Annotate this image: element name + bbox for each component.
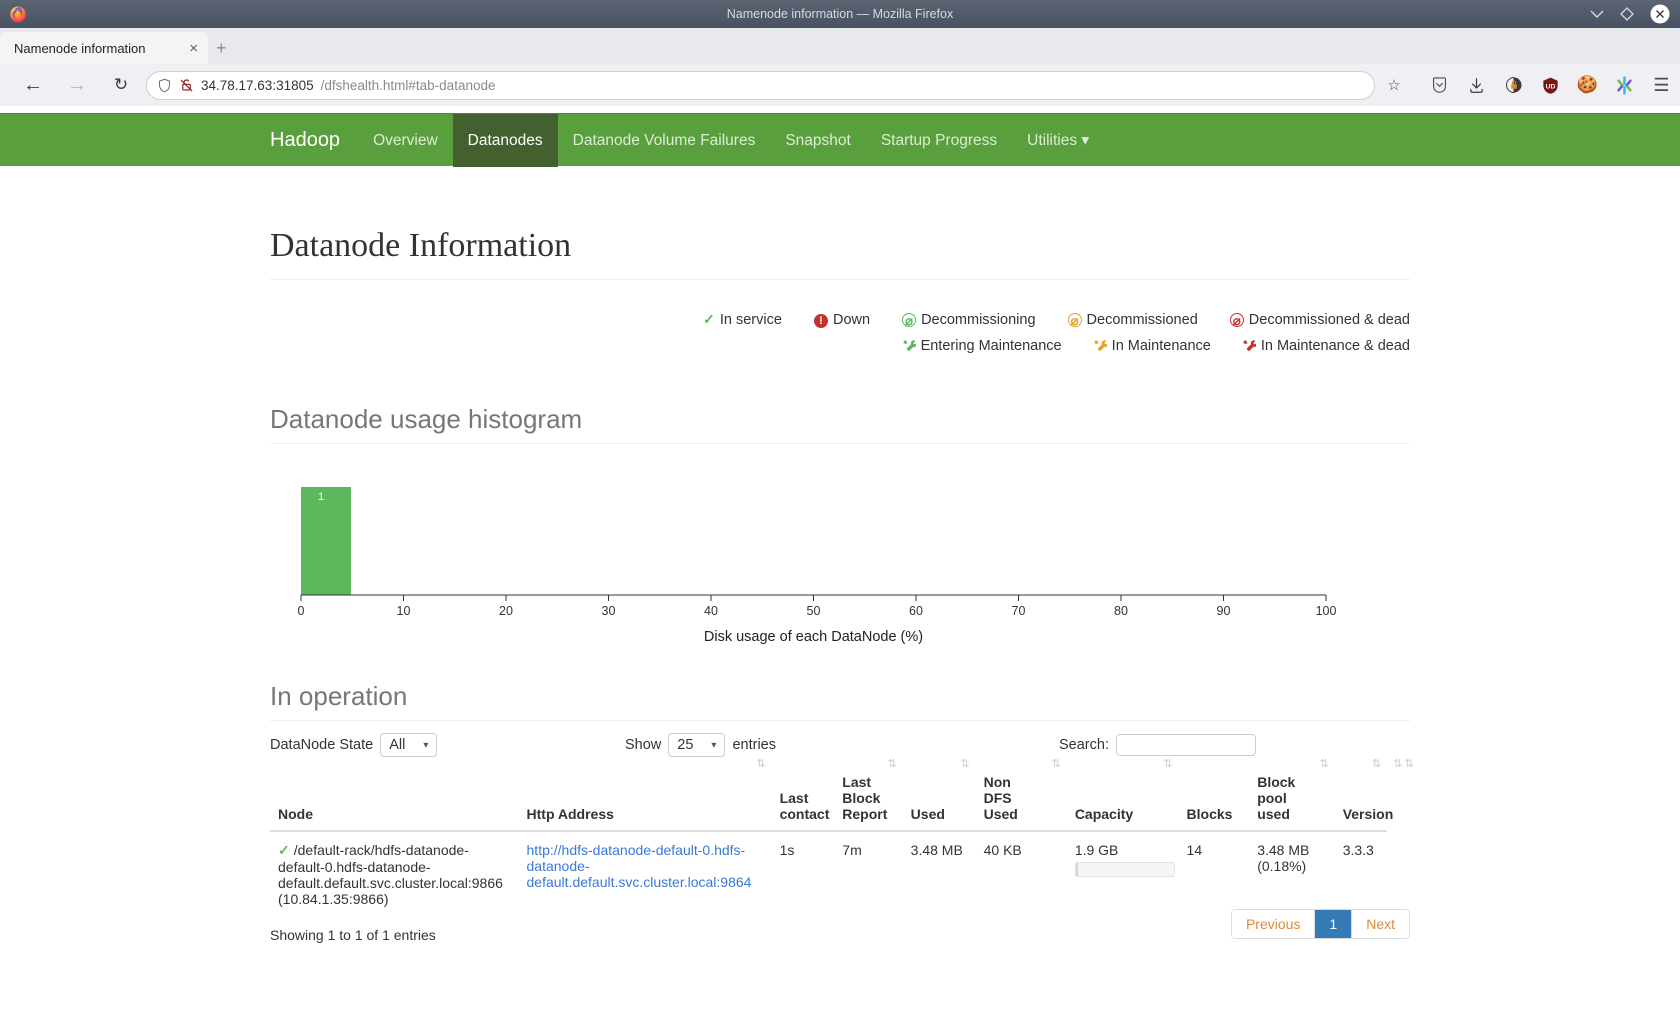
svg-text:60: 60: [909, 604, 923, 618]
svg-text:40: 40: [704, 604, 718, 618]
svg-text:30: 30: [602, 604, 616, 618]
svg-text:10: 10: [397, 604, 411, 618]
svg-text:70: 70: [1012, 604, 1026, 618]
svg-text:100: 100: [1316, 604, 1337, 618]
svg-text:0: 0: [298, 604, 305, 618]
svg-text:50: 50: [807, 604, 821, 618]
svg-text:90: 90: [1217, 604, 1231, 618]
svg-text:UD: UD: [1546, 83, 1556, 90]
svg-text:20: 20: [499, 604, 513, 618]
svg-text:80: 80: [1114, 604, 1128, 618]
svg-text:1: 1: [318, 491, 324, 503]
svg-text:Disk usage of each DataNode (%: Disk usage of each DataNode (%): [704, 629, 923, 645]
